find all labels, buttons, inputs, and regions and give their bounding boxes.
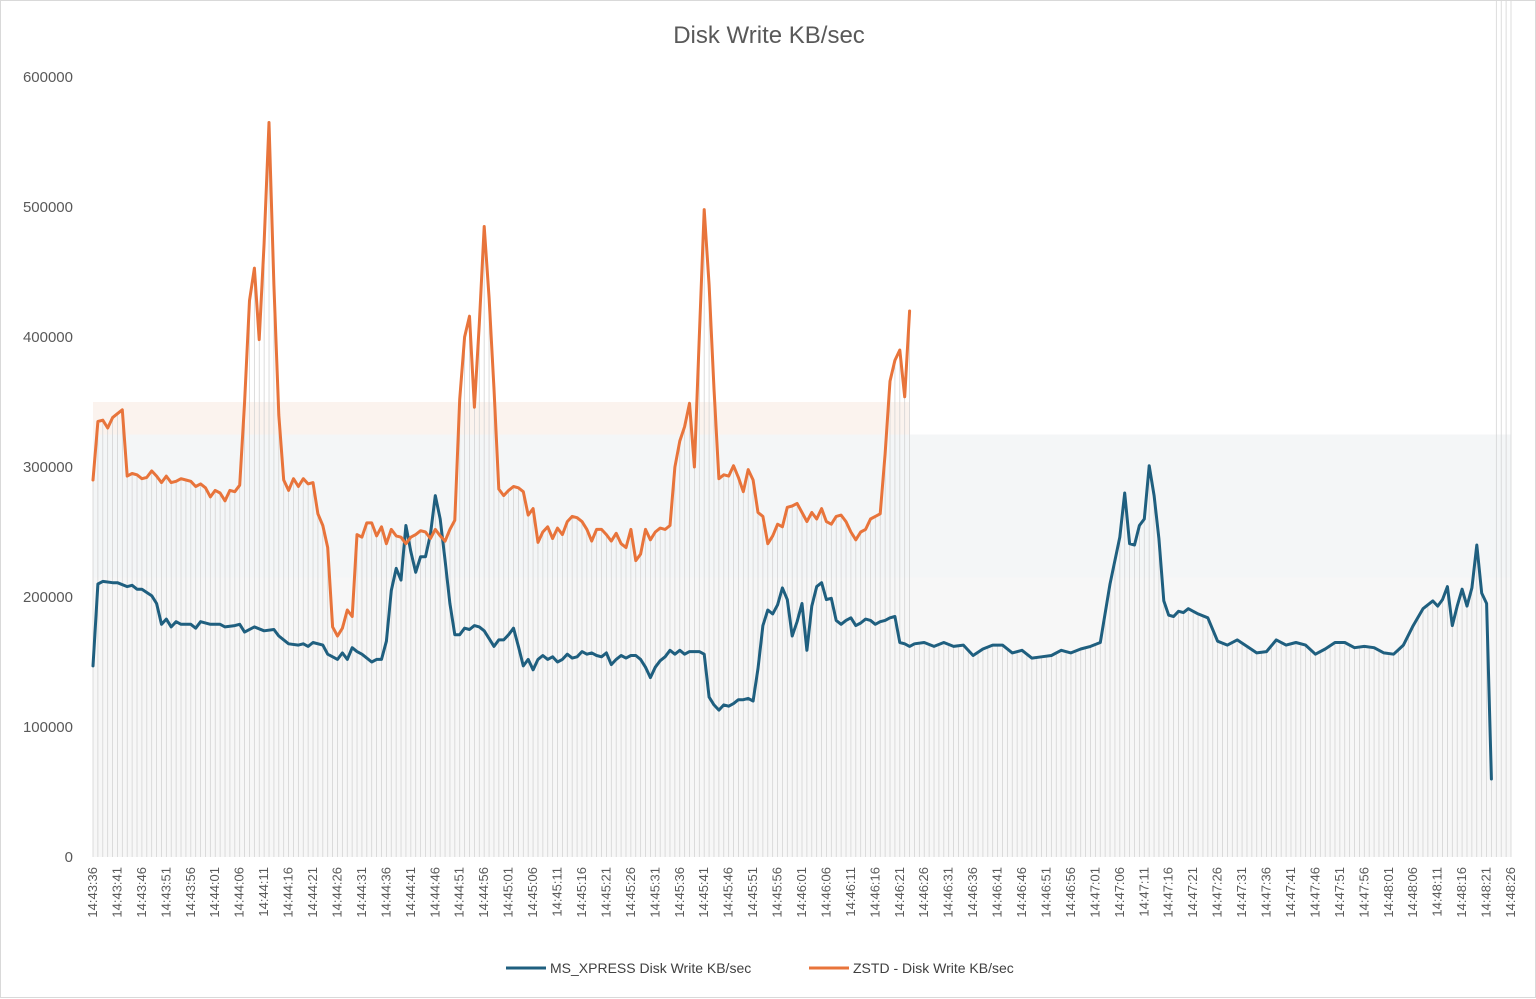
chart-title: Disk Write KB/sec	[673, 22, 865, 49]
x-tick-label: 14:45:11	[550, 867, 565, 917]
x-tick-label: 14:48:26	[1503, 867, 1518, 918]
x-tick-label: 14:46:06	[818, 867, 833, 918]
x-tick-label: 14:48:21	[1479, 867, 1494, 918]
x-tick-label: 14:44:46	[427, 867, 442, 918]
x-axis: 14:43:36 14:43:41 14:43:46 14:43:51 14:43:56…	[85, 867, 1518, 918]
x-tick-label: 14:44:01	[207, 867, 222, 918]
x-tick-label: 14:47:01	[1087, 867, 1102, 918]
drop-lines	[92, 1, 1512, 857]
x-tick-label: 14:46:41	[990, 867, 1005, 918]
x-tick-label: 14:48:06	[1405, 867, 1420, 918]
x-tick-label: 14:46:36	[965, 867, 980, 918]
x-tick-label: 14:45:21	[598, 867, 613, 918]
x-tick-label: 14:48:01	[1381, 867, 1396, 918]
x-tick-label: 14:44:26	[329, 867, 344, 918]
legend-label: MS_XPRESS Disk Write KB/sec	[550, 960, 751, 976]
y-tick-label: 500000	[23, 199, 73, 216]
x-tick-label: 14:45:06	[525, 867, 540, 918]
x-tick-label: 14:46:26	[916, 867, 931, 918]
x-tick-label: 14:46:51	[1038, 867, 1053, 918]
x-tick-label: 14:43:46	[134, 867, 149, 918]
x-tick-label: 14:43:36	[85, 867, 100, 918]
x-tick-label: 14:47:11	[1136, 867, 1151, 917]
legend: MS_XPRESS Disk Write KB/sec ZSTD - Disk W…	[506, 960, 1014, 976]
x-tick-label: 14:44:41	[403, 867, 418, 918]
y-tick-label: 0	[65, 849, 73, 866]
x-tick-label: 14:47:51	[1332, 867, 1347, 918]
x-tick-label: 14:46:56	[1063, 867, 1078, 918]
x-tick-label: 14:46:11	[843, 867, 858, 917]
x-tick-label: 14:46:01	[794, 867, 809, 918]
x-tick-label: 14:46:16	[867, 867, 882, 918]
x-tick-label: 14:47:06	[1112, 867, 1127, 918]
x-tick-label: 14:46:21	[892, 867, 907, 918]
x-tick-label: 14:45:31	[647, 867, 662, 918]
y-tick-label: 400000	[23, 329, 73, 346]
series-line-zstd	[91, 121, 912, 638]
x-tick-label: 14:45:51	[745, 867, 760, 918]
x-tick-label: 14:44:11	[256, 867, 271, 917]
y-axis: 0 100000 200000 300000 400000 500000 600000	[23, 69, 73, 866]
x-tick-label: 14:48:16	[1454, 867, 1469, 918]
legend-label: ZSTD - Disk Write KB/sec	[853, 960, 1014, 976]
x-tick-label: 14:44:21	[305, 867, 320, 918]
x-tick-label: 14:43:56	[183, 867, 198, 918]
x-tick-label: 14:45:16	[574, 867, 589, 918]
series-lines	[91, 121, 1493, 781]
x-tick-label: 14:47:31	[1234, 867, 1249, 918]
x-tick-label: 14:47:21	[1185, 867, 1200, 918]
x-tick-label: 14:44:56	[476, 867, 491, 918]
x-tick-label: 14:44:16	[281, 867, 296, 918]
x-tick-label: 14:45:26	[623, 867, 638, 918]
x-tick-label: 14:46:46	[1014, 867, 1029, 918]
background-bands	[93, 402, 1511, 857]
y-tick-label: 100000	[23, 719, 73, 736]
x-tick-label: 14:46:31	[941, 867, 956, 918]
y-tick-label: 300000	[23, 459, 73, 476]
x-tick-label: 14:45:56	[770, 867, 785, 918]
y-tick-label: 600000	[23, 69, 73, 86]
x-tick-label: 14:47:16	[1161, 867, 1176, 918]
x-tick-label: 14:47:56	[1356, 867, 1371, 918]
x-tick-label: 14:48:11	[1430, 867, 1445, 917]
series-line-ms-xpress	[91, 464, 1493, 781]
x-tick-label: 14:45:41	[696, 867, 711, 918]
x-tick-label: 14:47:26	[1210, 867, 1225, 918]
x-tick-label: 14:43:51	[158, 867, 173, 918]
x-tick-label: 14:45:46	[721, 867, 736, 918]
band	[93, 402, 910, 435]
x-tick-label: 14:47:41	[1283, 867, 1298, 918]
y-tick-label: 200000	[23, 589, 73, 606]
x-tick-label: 14:44:51	[452, 867, 467, 918]
x-tick-label: 14:45:36	[672, 867, 687, 918]
x-tick-label: 14:44:31	[354, 867, 369, 918]
x-tick-label: 14:47:46	[1307, 867, 1322, 918]
x-tick-label: 14:44:36	[378, 867, 393, 918]
x-tick-label: 14:44:06	[232, 867, 247, 918]
x-tick-label: 14:47:36	[1259, 867, 1274, 918]
x-tick-label: 14:43:41	[109, 867, 124, 918]
x-tick-label: 14:45:01	[501, 867, 516, 918]
